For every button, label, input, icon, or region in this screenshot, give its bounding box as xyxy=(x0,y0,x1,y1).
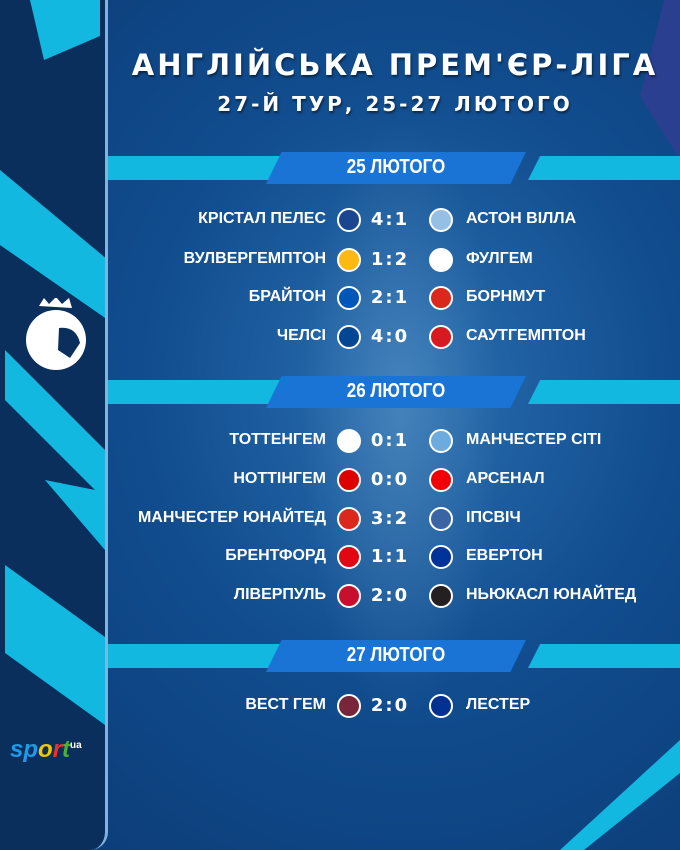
score: 1:2 xyxy=(370,249,410,270)
match-row: НОТТІНГЕМ 0:0 АРСЕНАЛ xyxy=(108,465,680,495)
away-team-crest-icon xyxy=(429,507,453,531)
score: 2:1 xyxy=(370,287,410,308)
date-label: 26 ЛЮТОГО xyxy=(346,380,446,402)
home-team-crest-icon xyxy=(337,507,361,531)
home-team-crest-icon xyxy=(337,325,361,349)
match-row: ЛІВЕРПУЛЬ 2:0 НЬЮКАСЛ ЮНАЙТЕД xyxy=(108,581,680,611)
trophy-image xyxy=(300,120,500,720)
home-team-crest-icon xyxy=(337,208,361,232)
home-team: ТОТТЕНГЕМ xyxy=(229,431,326,448)
home-team: ЛІВЕРПУЛЬ xyxy=(233,586,326,603)
date-header: 26 ЛЮТОГО xyxy=(108,376,680,408)
match-row: БРАЙТОН 2:1 БОРНМУТ xyxy=(108,283,680,313)
match-row: ВЕСТ ГЕМ 2:0 ЛЕСТЕР xyxy=(108,691,680,721)
away-team: ЛЕСТЕР xyxy=(466,696,531,713)
home-team-crest-icon xyxy=(337,545,361,569)
score: 0:1 xyxy=(370,430,410,451)
away-team: НЬЮКАСЛ ЮНАЙТЕД xyxy=(466,586,637,603)
score: 2:0 xyxy=(370,695,410,716)
away-team-crest-icon xyxy=(429,545,453,569)
match-row: МАНЧЕСТЕР ЮНАЙТЕД 3:2 ІПСВІЧ xyxy=(108,504,680,534)
sidebar: sportua xyxy=(0,0,108,850)
home-team: КРІСТАЛ ПЕЛЕС xyxy=(198,210,326,227)
home-team: ВЕСТ ГЕМ xyxy=(245,696,326,713)
away-team: БОРНМУТ xyxy=(466,288,546,305)
away-team: САУТГЕМПТОН xyxy=(466,327,586,344)
home-team-crest-icon xyxy=(337,429,361,453)
score: 0:0 xyxy=(370,469,410,490)
match-row: ВУЛВЕРГЕМПТОН 1:2 ФУЛГЕМ xyxy=(108,245,680,275)
score: 4:1 xyxy=(370,209,410,230)
match-row: БРЕНТФОРД 1:1 ЕВЕРТОН xyxy=(108,542,680,572)
home-team-crest-icon xyxy=(337,694,361,718)
home-team-crest-icon xyxy=(337,248,361,272)
score: 2:0 xyxy=(370,585,410,606)
home-team: ВУЛВЕРГЕМПТОН xyxy=(183,250,326,267)
home-team: БРАЙТОН xyxy=(248,288,326,305)
away-team-crest-icon xyxy=(429,584,453,608)
home-team-crest-icon xyxy=(337,468,361,492)
away-team-crest-icon xyxy=(429,325,453,349)
away-team-crest-icon xyxy=(429,694,453,718)
score: 4:0 xyxy=(370,326,410,347)
away-team: ФУЛГЕМ xyxy=(466,250,533,267)
away-team: МАНЧЕСТЕР СІТІ xyxy=(466,431,602,448)
score: 1:1 xyxy=(370,546,410,567)
home-team: БРЕНТФОРД xyxy=(225,547,326,564)
away-team-crest-icon xyxy=(429,208,453,232)
match-row: ТОТТЕНГЕМ 0:1 МАНЧЕСТЕР СІТІ xyxy=(108,426,680,456)
match-row: КРІСТАЛ ПЕЛЕС 4:1 АСТОН ВІЛЛА xyxy=(108,205,680,235)
away-team-crest-icon xyxy=(429,429,453,453)
away-team-crest-icon xyxy=(429,248,453,272)
away-team: ІПСВІЧ xyxy=(466,509,521,526)
home-team: МАНЧЕСТЕР ЮНАЙТЕД xyxy=(137,509,326,526)
page-title: АНГЛІЙСЬКА ПРЕМ'ЄР-ЛІГА xyxy=(131,48,659,82)
date-label: 25 ЛЮТОГО xyxy=(346,156,446,178)
date-header: 27 ЛЮТОГО xyxy=(108,640,680,672)
match-row: ЧЕЛСІ 4:0 САУТГЕМПТОН xyxy=(108,322,680,352)
home-team-crest-icon xyxy=(337,584,361,608)
away-team-crest-icon xyxy=(429,286,453,310)
home-team: НОТТІНГЕМ xyxy=(233,470,326,487)
away-team: ЕВЕРТОН xyxy=(466,547,543,564)
score: 3:2 xyxy=(370,508,410,529)
date-label: 27 ЛЮТОГО xyxy=(346,644,446,666)
home-team: ЧЕЛСІ xyxy=(276,327,326,344)
sport-ua-logo: sportua xyxy=(10,736,82,763)
date-header: 25 ЛЮТОГО xyxy=(108,152,680,184)
away-team: АРСЕНАЛ xyxy=(466,470,545,487)
away-team: АСТОН ВІЛЛА xyxy=(466,210,577,227)
home-team-crest-icon xyxy=(337,286,361,310)
premier-league-lion-icon xyxy=(26,298,86,370)
away-team-crest-icon xyxy=(429,468,453,492)
page-subtitle: 27-Й ТУР, 25-27 ЛЮТОГО xyxy=(217,92,573,116)
